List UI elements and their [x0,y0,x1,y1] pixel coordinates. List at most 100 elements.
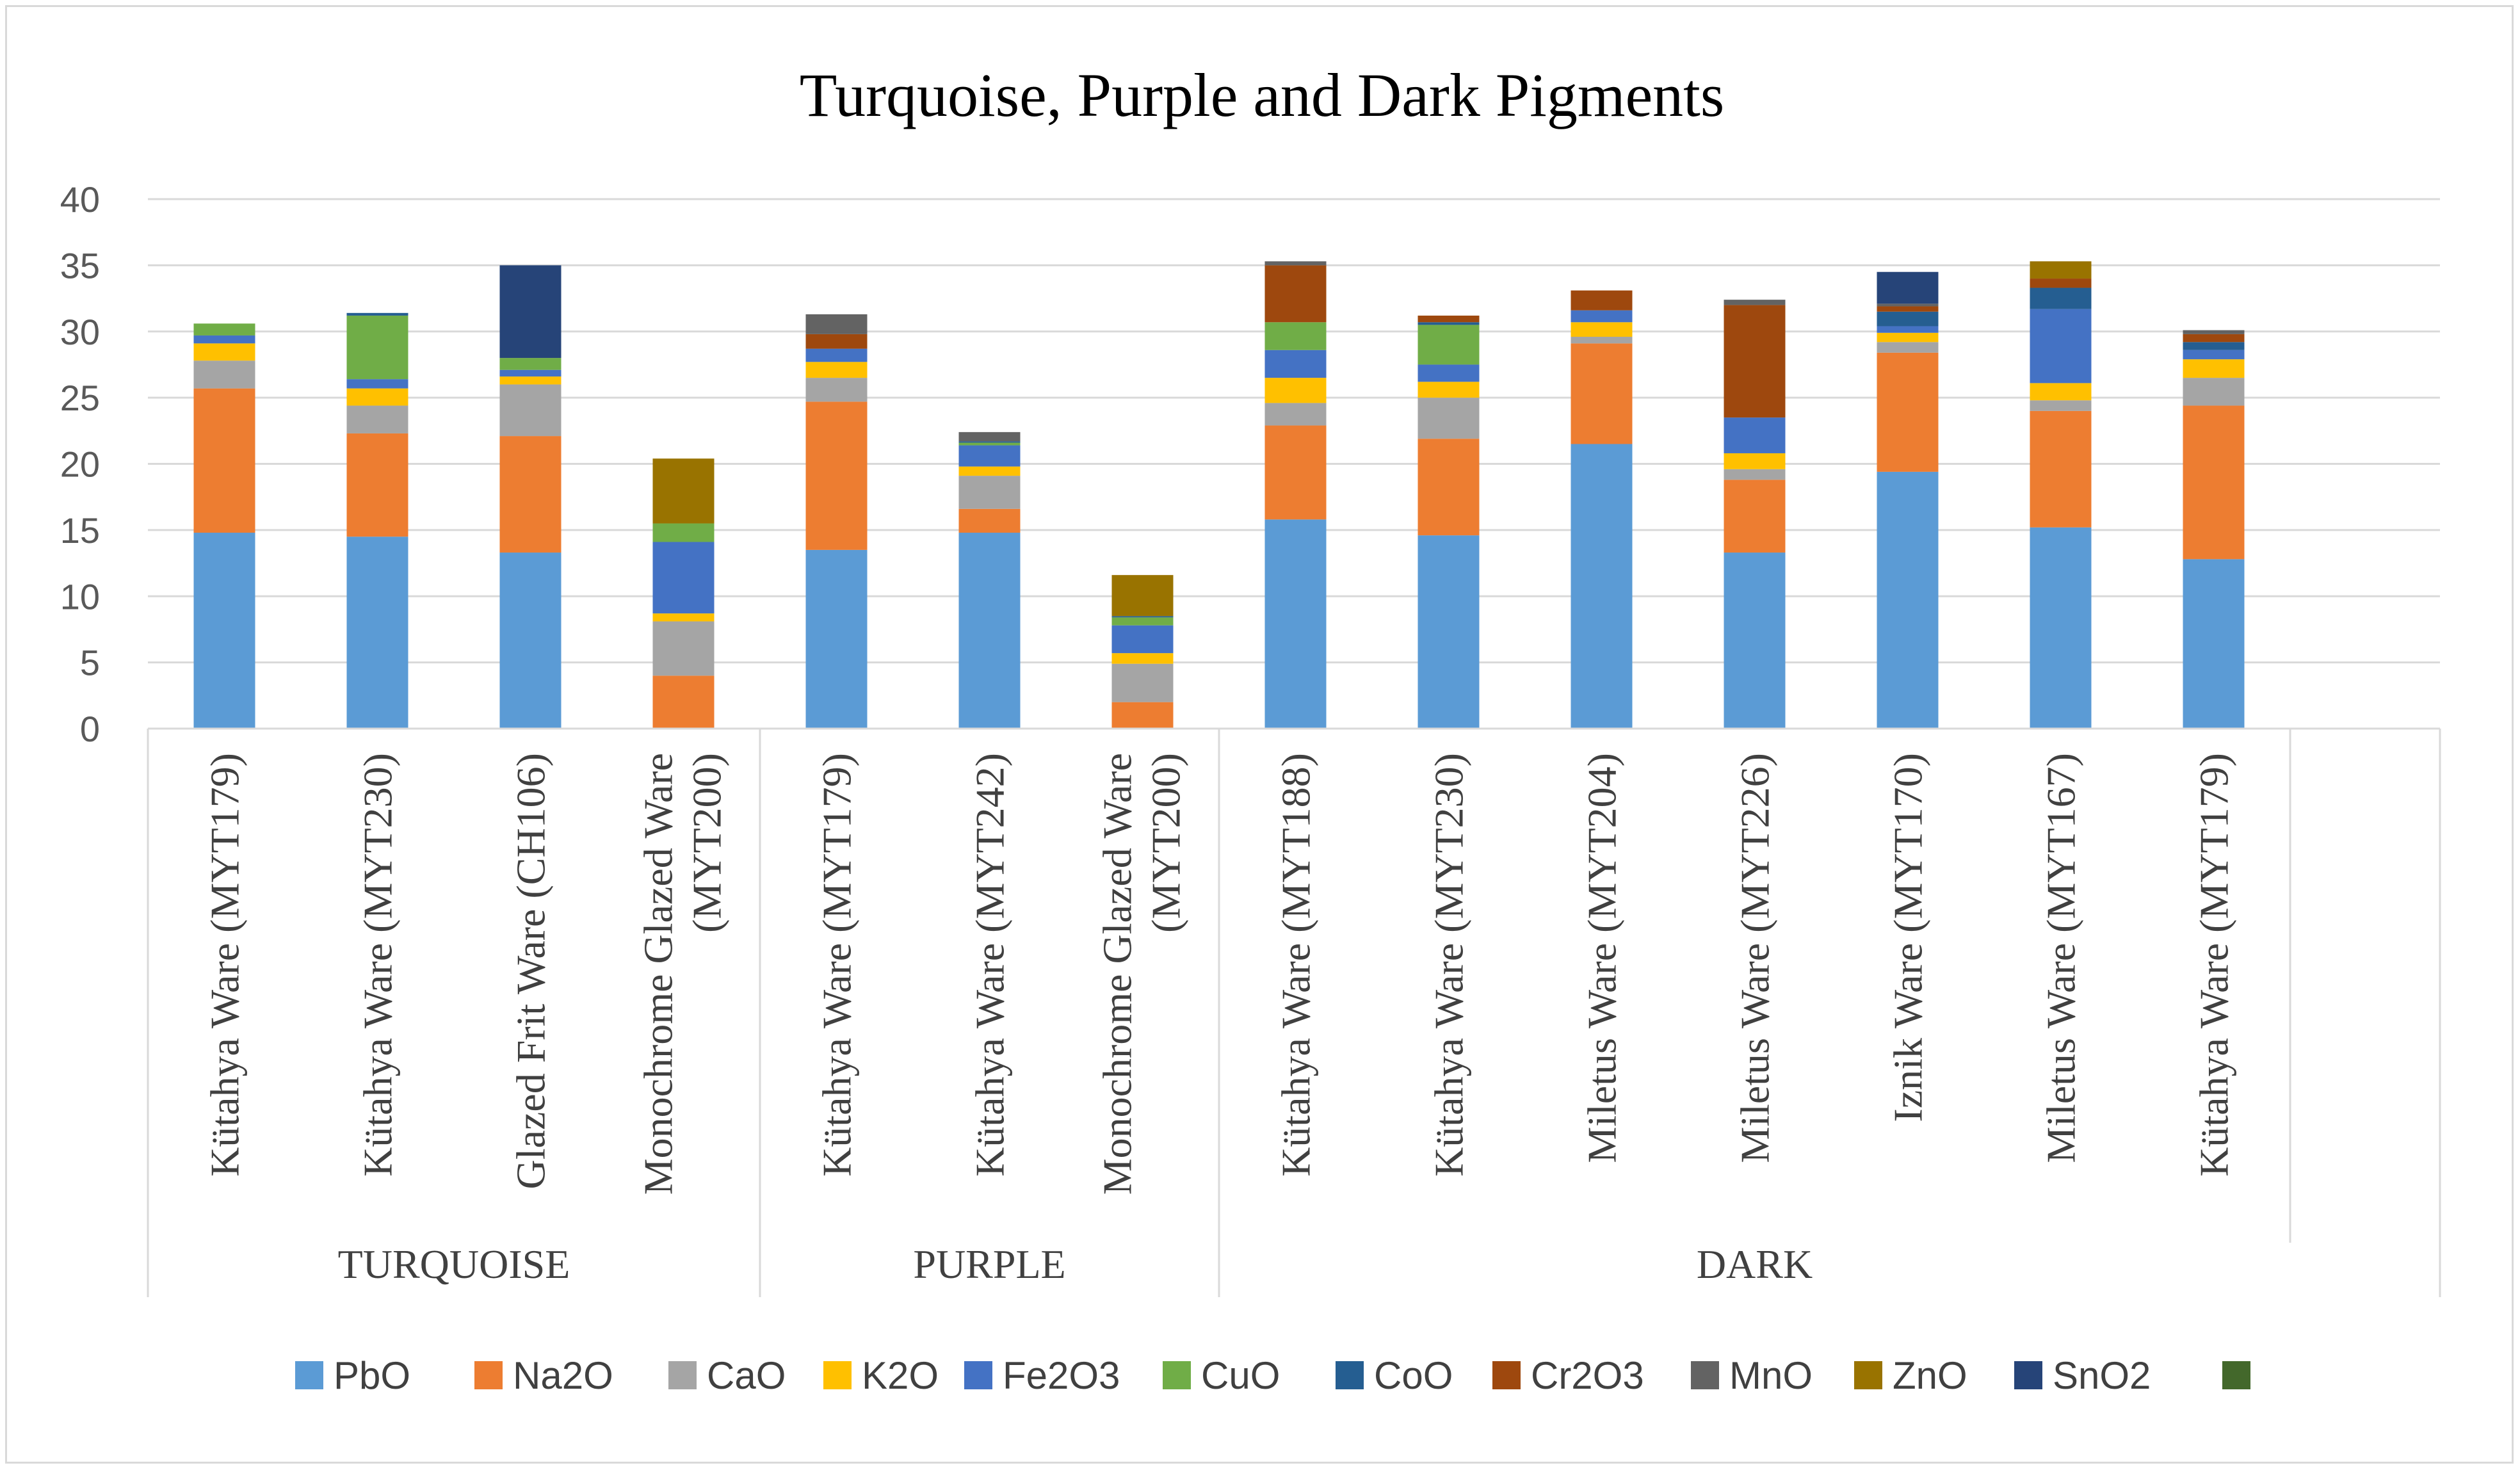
bar-segment-pbo [958,533,1021,729]
bar-segment-mno [2183,330,2245,334]
bar-segment-na2o [958,508,1021,533]
bar-segment-cr2o3 [1724,305,1786,418]
bar-segment-pbo [193,533,255,729]
bar-segment-k2o [652,613,715,622]
bar-segment-fe2o3 [1724,417,1786,453]
bar-segment-fe2o3 [1264,350,1327,378]
y-tick-label: 35 [60,245,100,286]
bar-segment-k2o [1877,332,1939,343]
bar-segment-cr2o3 [2183,334,2245,343]
category-label: Iznik Ware (MYT170) [1886,753,1931,1122]
bar-segment-na2o [2183,405,2245,560]
legend-label: Fe2O3 [1003,1354,1120,1397]
category-labels: Kütahya Ware (MYT179) Kütahya Ware (MYT23… [202,753,2237,1195]
bar-segment-cr2o3 [1418,315,1480,323]
bar-segment-k2o [346,388,408,406]
bar-segment-coo [1111,616,1174,618]
y-tick-label: 15 [60,510,100,551]
bars [193,261,2245,729]
category-label: Kütahya Ware (MYT188) [1273,753,1319,1177]
bar-segment-cao [346,405,408,433]
bar-segment-cr2o3 [1877,306,1939,312]
bar-segment-cuo [652,523,715,542]
legend-swatch [1163,1361,1191,1389]
category-label: Kütahya Ware (MYT230) [355,753,401,1177]
category-label: Kütahya Ware (MYT230) [1426,753,1472,1177]
bar-segment-na2o [1571,343,1633,444]
legend-label: CuO [1201,1354,1280,1397]
bar-segment-fe2o3 [1418,364,1480,382]
bar-segment-cao [1877,342,1939,353]
bar-segment-k2o [1264,378,1327,403]
bar-segment-pbo [499,553,561,729]
bar-segment-k2o [1111,653,1174,664]
bar-segment-cr2o3 [1571,290,1633,311]
bar-segment-coo [346,312,408,316]
bar-segment-na2o [499,436,561,553]
legend-label: SnO2 [2053,1354,2151,1397]
bar-segment-pbo [1724,553,1786,729]
bar-segment-k2o [499,376,561,385]
chart-title: Turquoise, Purple and Dark Pigments [800,61,1724,129]
legend-swatch [823,1361,852,1389]
category-label: Miletus Ware (MYT226) [1732,753,1778,1163]
bar-segment-pbo [2030,527,2092,729]
y-tick-label: 30 [60,312,100,352]
bar-segment-sno2 [499,265,561,359]
bar-segment-na2o [652,675,715,729]
legend-label: ZnO [1893,1354,1967,1397]
bar-segment-k2o [2030,383,2092,401]
group-labels: TURQUOISE PURPLE DARK [338,1241,1813,1287]
legend-swatch [668,1361,697,1389]
bar-segment-fe2o3 [1571,310,1633,323]
bar-segment-zno [652,458,715,524]
bar-segment-k2o [1418,382,1480,398]
bar-segment-cr2o3 [805,334,868,349]
bar-segment-pbo [1571,444,1633,729]
bar-segment-cao [1111,663,1174,702]
group-label: DARK [1697,1241,1813,1287]
category-label: Kütahya Ware (MYT179) [814,753,860,1177]
bar-segment-mno [1724,300,1786,305]
category-label: Miletus Ware (MYT204) [1579,753,1625,1163]
bar-segment-cao [958,476,1021,509]
bar-segment-cao [805,378,868,402]
legend-swatch [2222,1361,2250,1389]
bar-segment-coo [2183,342,2245,350]
bar-segment-k2o [1724,453,1786,469]
bar-segment-na2o [1111,702,1174,729]
bar-segment-fe2o3 [652,542,715,614]
bar-segment-pbo [1418,535,1480,729]
bar-segment-cao [652,621,715,676]
bar-segment-coo [958,441,1021,443]
bar-segment-fe2o3 [499,369,561,377]
bar-segment-fe2o3 [2183,350,2245,360]
bar-segment-fe2o3 [1111,625,1174,654]
category-label: Monochrome Glazed Ware(MYT200) [636,753,730,1195]
bar-segment-pbo [1877,471,1939,729]
legend-swatch [1854,1361,1882,1389]
bar-segment-mno [1264,261,1327,266]
bar-segment-fe2o3 [1877,326,1939,333]
bar-segment-na2o [1877,352,1939,472]
bar-segment-coo [1877,311,1939,327]
bar-segment-fe2o3 [193,335,255,344]
bar-segment-cr2o3 [1264,265,1327,323]
bar-segment-cao [1264,403,1327,426]
y-tick-label: 0 [80,709,100,749]
bar-segment-k2o [2183,359,2245,378]
y-tick-label: 40 [60,179,100,220]
legend-label: Na2O [513,1354,613,1397]
bar-segment-k2o [193,343,255,361]
legend-swatch [1336,1361,1364,1389]
bar-segment-na2o [346,433,408,537]
bar-segment-na2o [1418,439,1480,536]
x-axis-table [147,727,2441,1297]
bar-segment-cr2o3 [2030,279,2092,288]
bar-segment-na2o [2030,410,2092,528]
legend-swatch [474,1361,503,1389]
bar-segment-sno2 [1877,271,1939,304]
bar-segment-mno [958,432,1021,442]
chart-frame: Turquoise, Purple and Dark Pigments 0 5 10… [5,5,2514,1464]
legend-swatch [964,1361,992,1389]
